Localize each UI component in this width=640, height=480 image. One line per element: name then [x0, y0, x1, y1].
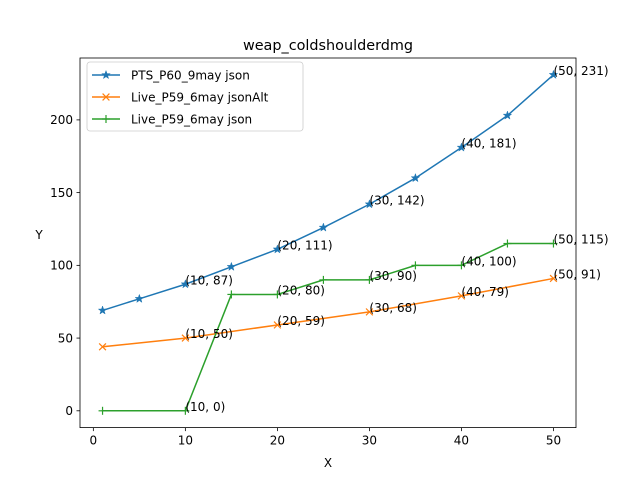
series-1	[97, 69, 559, 315]
series-1-point	[226, 261, 237, 271]
x-tick-label: 50	[546, 434, 561, 448]
x-tick-label: 30	[362, 434, 377, 448]
series-1-point	[97, 305, 108, 315]
series-3-point	[273, 290, 282, 299]
series-3-point	[181, 406, 190, 415]
legend-marker	[102, 115, 110, 123]
series-1-point	[134, 293, 145, 303]
data-label: (20, 111)	[277, 238, 332, 252]
series-3	[98, 239, 558, 415]
x-tick-label: 20	[270, 434, 285, 448]
legend-label: PTS_P60_9may json	[131, 68, 250, 82]
series-1-point	[456, 142, 467, 152]
y-tick-label: 150	[50, 186, 73, 200]
x-tick-label: 0	[90, 434, 98, 448]
series-3-point	[227, 290, 236, 299]
series-2	[98, 274, 558, 351]
series-3-point	[457, 261, 466, 270]
legend-items: PTS_P60_9may json Live_P59_6may jsonAlt Li…	[92, 68, 269, 126]
series-2-point	[549, 274, 558, 283]
legend-marker	[102, 93, 110, 101]
y-tick-label: 50	[58, 331, 73, 345]
series-1-point	[364, 199, 375, 209]
x-axis-label: X	[324, 456, 332, 470]
legend-item: Live_P59_6may jsonAlt	[92, 90, 269, 104]
series-3-point	[549, 239, 558, 248]
data-label: (10, 50)	[185, 327, 233, 341]
series-2-point	[273, 321, 282, 329]
data-label: (30, 68)	[369, 301, 417, 315]
series-2-line	[101, 277, 555, 348]
data-label: (20, 59)	[277, 314, 325, 328]
data-label: (10, 0)	[185, 400, 225, 414]
x-axis-ticks: 0 10 20 30 40 50	[90, 427, 561, 448]
data-label: (40, 100)	[461, 254, 516, 268]
data-label: (50, 91)	[553, 267, 601, 281]
data-label: (30, 90)	[369, 269, 417, 283]
chart-title: weap_coldshoulderdmg	[243, 38, 413, 54]
series-1-point	[272, 244, 283, 254]
plot-content: (10, 87) (20, 111) (30, 142) (40, 181) (50, …	[97, 64, 609, 415]
legend-item: PTS_P60_9may json	[92, 68, 250, 82]
legend-label: Live_P59_6may json	[131, 112, 252, 126]
series-2-point	[181, 334, 190, 342]
data-label: (10, 87)	[185, 273, 233, 287]
series-3-point	[411, 261, 420, 270]
series-3-point	[319, 275, 328, 284]
series-1-point	[502, 110, 513, 120]
series-2-point	[457, 292, 466, 300]
legend-marker	[101, 69, 111, 80]
series-3-point	[365, 275, 374, 284]
series-2-point	[365, 308, 374, 316]
data-label: (20, 80)	[277, 283, 325, 297]
y-axis-ticks: 0 50 100 150 200	[50, 113, 80, 418]
series-3-point	[503, 239, 512, 248]
x-tick-label: 10	[178, 434, 193, 448]
legend-box	[86, 61, 304, 132]
data-label: (40, 79)	[461, 285, 509, 299]
series-1-point	[548, 69, 559, 79]
y-axis-label: Y	[34, 228, 43, 242]
series-3-point	[98, 406, 107, 415]
x-tick-label: 40	[454, 434, 469, 448]
y-tick-label: 0	[65, 404, 73, 418]
series-1-point	[180, 279, 191, 289]
data-label: (50, 115)	[553, 233, 608, 247]
axes-frame	[79, 57, 577, 429]
legend: PTS_P60_9may json Live_P59_6may jsonAlt Li…	[86, 61, 304, 132]
series-1-point	[410, 172, 421, 183]
data-label: (50, 231)	[553, 64, 608, 78]
series-3-line	[101, 242, 555, 412]
y-tick-label: 100	[50, 259, 73, 273]
legend-label: Live_P59_6may jsonAlt	[131, 90, 269, 104]
series-2-point	[98, 342, 107, 351]
legend-item: Live_P59_6may json	[92, 112, 252, 126]
data-label: (40, 181)	[461, 137, 516, 151]
data-label: (30, 142)	[369, 193, 424, 207]
y-tick-label: 200	[50, 113, 73, 127]
series-1-point	[318, 222, 329, 232]
